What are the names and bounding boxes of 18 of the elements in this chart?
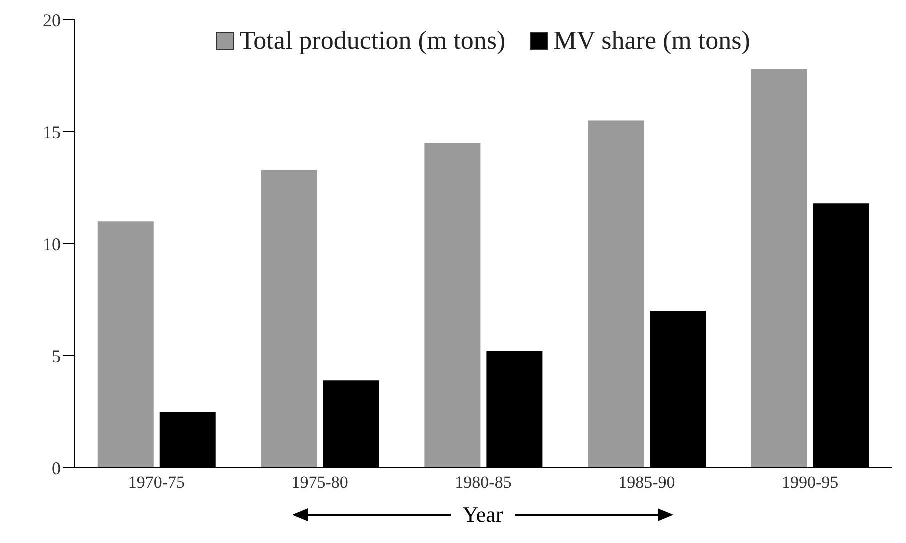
bar (751, 69, 808, 468)
x-tick-label: 1970-75 (128, 473, 186, 492)
bar (261, 170, 318, 468)
x-tick-label: 1975-80 (292, 473, 348, 492)
y-tick-label: 0 (52, 458, 61, 478)
bar (98, 222, 154, 468)
y-tick-label: 10 (43, 234, 61, 254)
bar (424, 143, 481, 468)
legend-label: MV share (m tons) (554, 26, 750, 56)
x-axis-title: Year (462, 502, 504, 528)
y-tick-label: 20 (43, 10, 61, 30)
x-tick-label: 1990-95 (782, 473, 839, 492)
legend-label: Total production (m tons) (240, 26, 506, 56)
x-tick-label: 1985-90 (618, 473, 676, 492)
x-tick-label: 1980-85 (455, 473, 512, 492)
y-tick-label: 5 (52, 346, 61, 366)
bar (588, 120, 644, 468)
y-tick-label: 15 (43, 122, 61, 142)
